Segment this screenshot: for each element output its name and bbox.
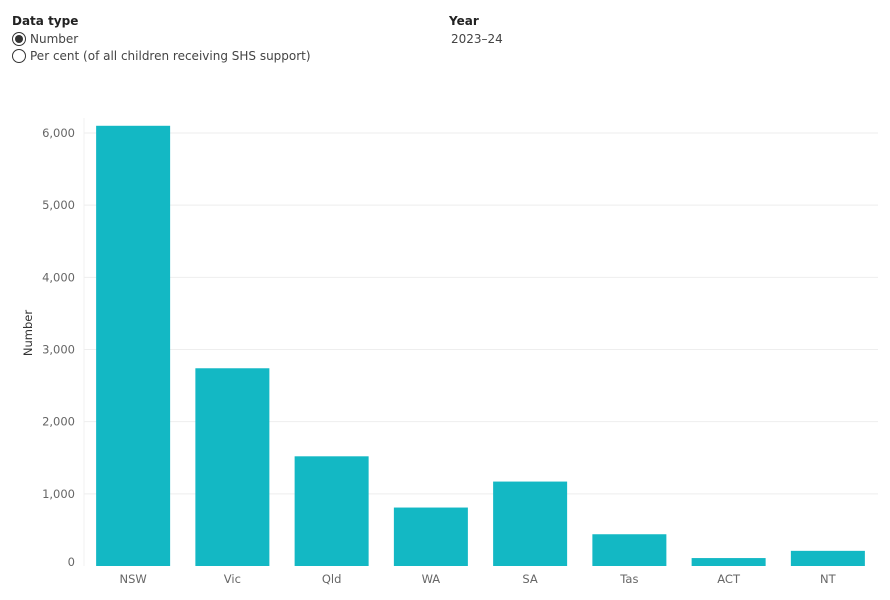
x-tick-label: SA	[522, 572, 538, 586]
x-tick-label: NSW	[119, 572, 146, 586]
radio-option-number[interactable]: Number	[12, 32, 78, 46]
bar-qld[interactable]	[294, 456, 369, 566]
x-tick-label: Tas	[619, 572, 638, 586]
radio-unselected-icon[interactable]	[12, 49, 26, 63]
bar-tas[interactable]	[592, 534, 667, 566]
x-tick-label: WA	[422, 572, 441, 586]
bar-wa[interactable]	[393, 507, 468, 566]
x-tick-label: Vic	[224, 572, 241, 586]
radio-option-number-label: Number	[30, 32, 79, 46]
radio-selected-icon[interactable]	[12, 32, 26, 46]
y-axis-title: Number	[21, 310, 35, 356]
bar-act[interactable]	[691, 558, 766, 566]
y-tick-label: 4,000	[42, 270, 75, 284]
x-tick-label: Qld	[322, 572, 342, 586]
bar-nsw[interactable]	[96, 125, 171, 567]
bar-nt[interactable]	[790, 550, 865, 566]
bars	[96, 125, 865, 567]
radio-option-per-cent-label: Per cent (of all children receiving SHS …	[30, 49, 311, 63]
y-tick-label: 0	[68, 555, 75, 569]
bar-vic[interactable]	[195, 368, 270, 566]
y-tick-label: 1,000	[42, 487, 75, 501]
x-axis-ticks: NSW Vic Qld WA SA Tas ACT NT	[119, 572, 836, 586]
x-tick-label: NT	[820, 572, 837, 586]
data-type-filter-title: Data type	[12, 14, 79, 28]
y-tick-label: 2,000	[42, 415, 75, 429]
bar-sa[interactable]	[493, 481, 568, 566]
y-tick-label: 3,000	[42, 343, 75, 357]
radio-option-per-cent[interactable]: Per cent (of all children receiving SHS …	[12, 49, 311, 63]
year-filter-title: Year	[449, 14, 479, 28]
y-tick-label: 5,000	[42, 198, 75, 212]
y-tick-label: 6,000	[42, 126, 75, 140]
x-tick-label: ACT	[717, 572, 741, 586]
year-filter-value[interactable]: 2023–24	[451, 32, 503, 46]
y-axis-ticks: 0 1,000 2,000 3,000 4,000 5,000 6,000	[42, 126, 75, 569]
